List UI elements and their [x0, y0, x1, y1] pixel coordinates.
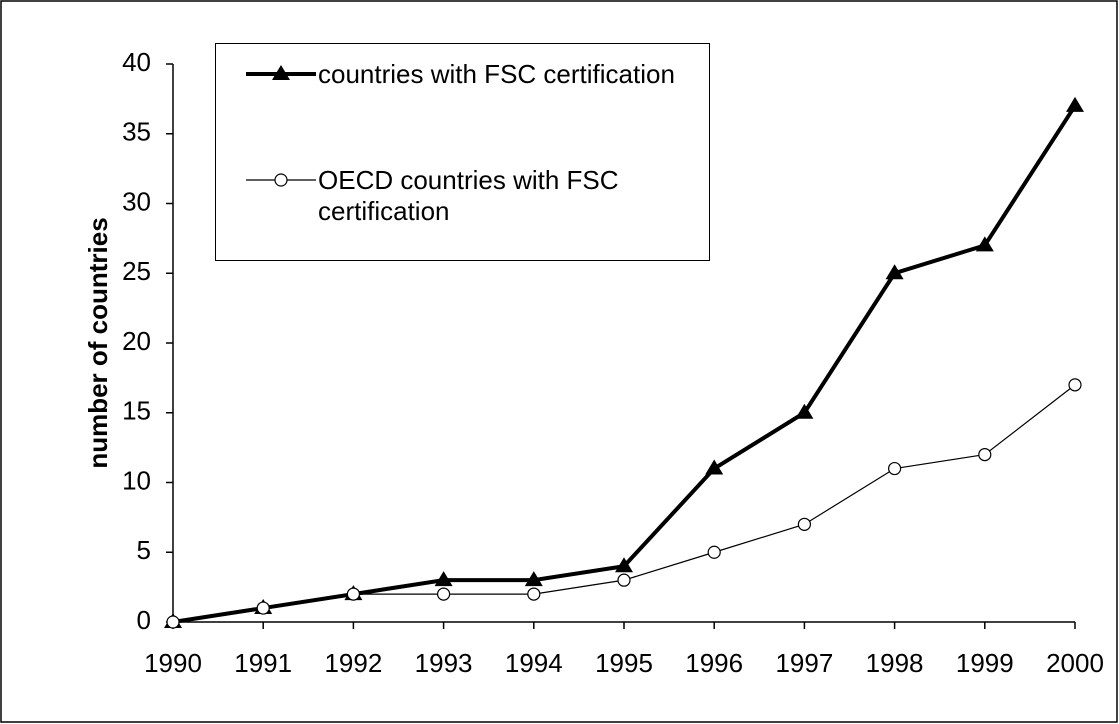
x-tick-label: 1997 — [775, 648, 833, 678]
marker — [615, 557, 633, 573]
y-tick-label: 35 — [122, 117, 151, 147]
y-tick-label: 15 — [122, 396, 151, 426]
legend-label: OECD countries with FSC certification — [318, 165, 619, 226]
marker — [434, 571, 453, 587]
y-axis-label: number of countries — [83, 217, 113, 468]
marker — [1068, 378, 1082, 392]
marker — [795, 403, 814, 419]
marker — [346, 587, 360, 601]
x-tick-label: 1994 — [505, 648, 563, 678]
marker — [978, 448, 992, 462]
x-tick-label: 1998 — [866, 648, 924, 678]
x-tick-label: 1996 — [685, 648, 743, 678]
legend-sample — [246, 173, 316, 187]
x-tick-label: 1991 — [234, 648, 292, 678]
marker — [524, 571, 543, 587]
y-tick-label: 5 — [137, 535, 151, 565]
x-tick-label: 2000 — [1046, 648, 1104, 678]
marker — [885, 264, 904, 280]
marker — [887, 461, 902, 476]
y-tick-label: 10 — [122, 465, 151, 495]
legend-sample — [246, 65, 316, 80]
marker — [617, 573, 631, 587]
marker — [166, 615, 180, 629]
legend-label: countries with FSC certification — [318, 59, 675, 89]
marker — [797, 517, 812, 531]
x-tick-label: 1993 — [415, 648, 473, 678]
marker — [1066, 96, 1084, 112]
marker — [975, 236, 994, 252]
y-tick-label: 20 — [122, 326, 151, 356]
y-tick-label: 40 — [122, 47, 151, 77]
x-tick-label: 1995 — [595, 648, 653, 678]
y-tick-label: 25 — [122, 256, 151, 286]
x-tick-label: 1999 — [956, 648, 1014, 678]
y-tick-label: 0 — [137, 605, 151, 635]
marker — [256, 601, 270, 615]
y-tick-label: 30 — [122, 186, 151, 216]
x-tick-label: 1992 — [324, 648, 382, 678]
marker — [527, 587, 541, 601]
x-tick-label: 1990 — [144, 648, 202, 678]
marker — [705, 459, 724, 475]
marker — [707, 545, 721, 559]
marker — [437, 587, 451, 601]
legend: countries with FSC certification OECD co… — [215, 43, 710, 261]
